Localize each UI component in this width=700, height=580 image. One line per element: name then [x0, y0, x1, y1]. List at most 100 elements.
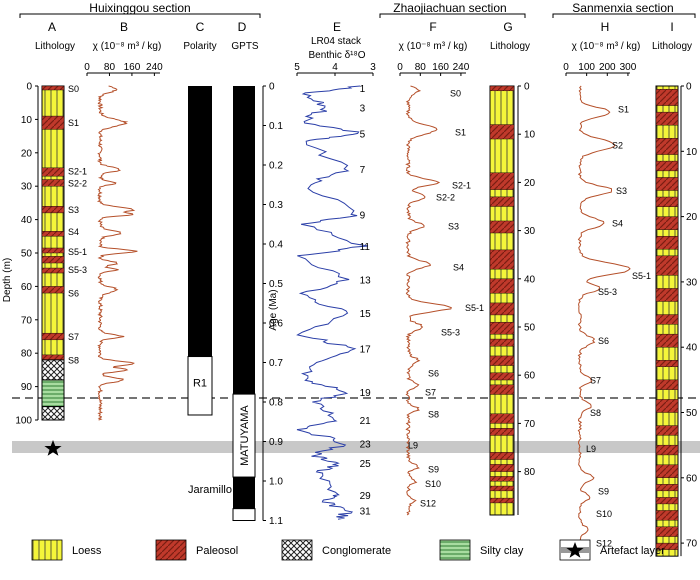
- chi-h-tick-label: 200: [599, 62, 616, 73]
- polarity-column: N1 R1: [187, 86, 213, 416]
- chi-b-tick-label: 160: [124, 62, 141, 73]
- paleosol-label: S4: [68, 227, 79, 237]
- col-a-conglomerate-base: [41, 406, 65, 421]
- col-letter-f: F: [429, 20, 436, 34]
- legend-loess-swatch: [31, 539, 63, 561]
- col-i-paleosol: [655, 464, 679, 478]
- col-g-paleosol: [489, 355, 515, 366]
- zhaojiachuan-label: S12: [420, 498, 436, 508]
- mis-label: 9: [360, 210, 366, 221]
- paleosol-label: S2-2: [68, 178, 87, 188]
- chi-f-tick-label: 160: [432, 62, 449, 73]
- sanmenxia-bracket: [552, 13, 696, 18]
- gpts-matuyama-label: MATUYAMA: [239, 405, 251, 466]
- col-a-paleosol: [41, 247, 65, 254]
- zhaojiachuan-label: S1: [455, 127, 466, 137]
- col-i-paleosol: [655, 444, 679, 456]
- artefact-star-icon: [566, 542, 584, 558]
- zhaojiachuan-label: S8: [428, 409, 439, 419]
- col-label-f: χ (10⁻⁸ m³ / kg): [399, 41, 468, 52]
- mis-label: 1: [360, 84, 366, 95]
- zhaojiachuan-label: S7: [425, 388, 436, 398]
- col-letter-h: H: [601, 20, 610, 34]
- depth-tick-label: 20: [21, 148, 33, 159]
- depth-tick-label: 0: [26, 82, 32, 93]
- age-tick-label: 1.0: [269, 477, 283, 488]
- col-label-g: Lithology: [490, 41, 530, 52]
- gpts-brunhes-label: BRUNHES: [239, 288, 251, 342]
- chi-b-curve: [96, 85, 138, 421]
- col-g-paleosol: [489, 302, 515, 316]
- col-letter-d: D: [238, 20, 247, 34]
- polarity-reversed-block: [187, 356, 213, 416]
- polarity-n1-label: N1: [193, 257, 207, 269]
- age-tick-label: 0.9: [269, 437, 283, 448]
- col-g-paleosol: [489, 497, 515, 504]
- mis-label: 7: [360, 165, 366, 176]
- mis-label: 3: [360, 104, 366, 115]
- col-i-paleosol: [655, 379, 679, 390]
- col-g-paleosol: [489, 196, 515, 207]
- lr04-tick-label: 3: [370, 62, 376, 73]
- sanmenxia-label: L9: [586, 444, 596, 454]
- sanmenxia-label: S3: [616, 186, 627, 196]
- age-tick-label: 0.2: [269, 161, 283, 172]
- col-i-paleosol: [655, 89, 679, 106]
- col-g-paleosol: [489, 464, 515, 472]
- col-i-paleosol: [655, 425, 679, 436]
- paleosol-label: S5-3: [68, 265, 87, 275]
- polarity-normal-block: [188, 86, 212, 357]
- correlation-band: [12, 441, 700, 453]
- sanmenxia-lithology-column: 0 10 20 30 40 50 60 70: [655, 82, 698, 557]
- chi-b-tick-label: 240: [146, 62, 163, 73]
- col-label-d: GPTS: [231, 41, 259, 52]
- zh-depth-tick-label: 10: [524, 130, 536, 141]
- col-g-paleosol: [489, 428, 515, 436]
- huixinggou-title: Huixinggou section: [89, 1, 190, 15]
- legend-paleosol-label: Paleosol: [196, 545, 238, 557]
- zhaojiachuan-label: S0: [450, 89, 461, 99]
- legend-conglomerate-swatch: [281, 539, 313, 561]
- age-tick-label: 0.1: [269, 121, 283, 132]
- legend-conglomerate-label: Conglomerate: [322, 545, 391, 557]
- depth-tick-label: 80: [21, 349, 33, 360]
- col-i-paleosol: [655, 111, 679, 126]
- col-g-paleosol: [489, 476, 515, 482]
- legend-silty-clay-label: Silty clay: [480, 545, 524, 557]
- huixinggou-bracket: [19, 13, 261, 18]
- zh-depth-tick-label: 80: [524, 467, 536, 478]
- sanmenxia-label: S5-1: [632, 271, 651, 281]
- gpts-jaramillo-block: [233, 477, 255, 509]
- huixinggou-depth-axis: 0 10 20 30 40 50 60 70 80 90 100: [15, 82, 39, 427]
- mis-label: 25: [360, 459, 372, 470]
- lr04-tick-label: 5: [294, 62, 300, 73]
- polarity-r1-label: R1: [193, 378, 207, 390]
- age-tick-label: 1.1: [269, 516, 283, 527]
- zh-depth-tick-label: 60: [524, 371, 536, 382]
- zhaojiachuan-lithology-column: 0 10 20 30 40 50 60 70 80: [489, 82, 536, 516]
- col-i-paleosol: [655, 235, 679, 250]
- zhaojiachuan-label: S2-1: [452, 180, 471, 190]
- col-label-c: Polarity: [183, 41, 216, 52]
- depth-tick-label: 10: [21, 115, 33, 126]
- column-labels: Lithology χ (10⁻⁸ m³ / kg) Polarity GPTS…: [35, 36, 692, 61]
- sm-depth-tick-label: 10: [686, 147, 698, 158]
- col-g-paleosol: [489, 124, 515, 140]
- col-i-paleosol: [655, 333, 679, 348]
- paleosol-label: S0: [68, 84, 79, 94]
- age-tick-label: 0.8: [269, 398, 283, 409]
- depth-tick-label: 70: [21, 315, 33, 326]
- col-a-paleosol: [41, 85, 65, 91]
- zhaojiachuan-label: S5-1: [465, 303, 484, 313]
- chi-b-tick-label: 80: [104, 62, 116, 73]
- col-i-paleosol: [655, 138, 679, 155]
- col-g-paleosol: [489, 338, 515, 347]
- lr04-curve: [296, 85, 369, 520]
- age-tick-label: 0.7: [269, 358, 283, 369]
- paleosol-label: S3: [68, 205, 79, 215]
- zh-depth-tick-label: 70: [524, 419, 536, 430]
- sm-depth-tick-label: 50: [686, 408, 698, 419]
- col-sublabel-e: Benthic δ¹⁸O: [308, 50, 365, 61]
- col-letter-e: E: [333, 20, 341, 34]
- age-tick-label: 0.5: [269, 279, 283, 290]
